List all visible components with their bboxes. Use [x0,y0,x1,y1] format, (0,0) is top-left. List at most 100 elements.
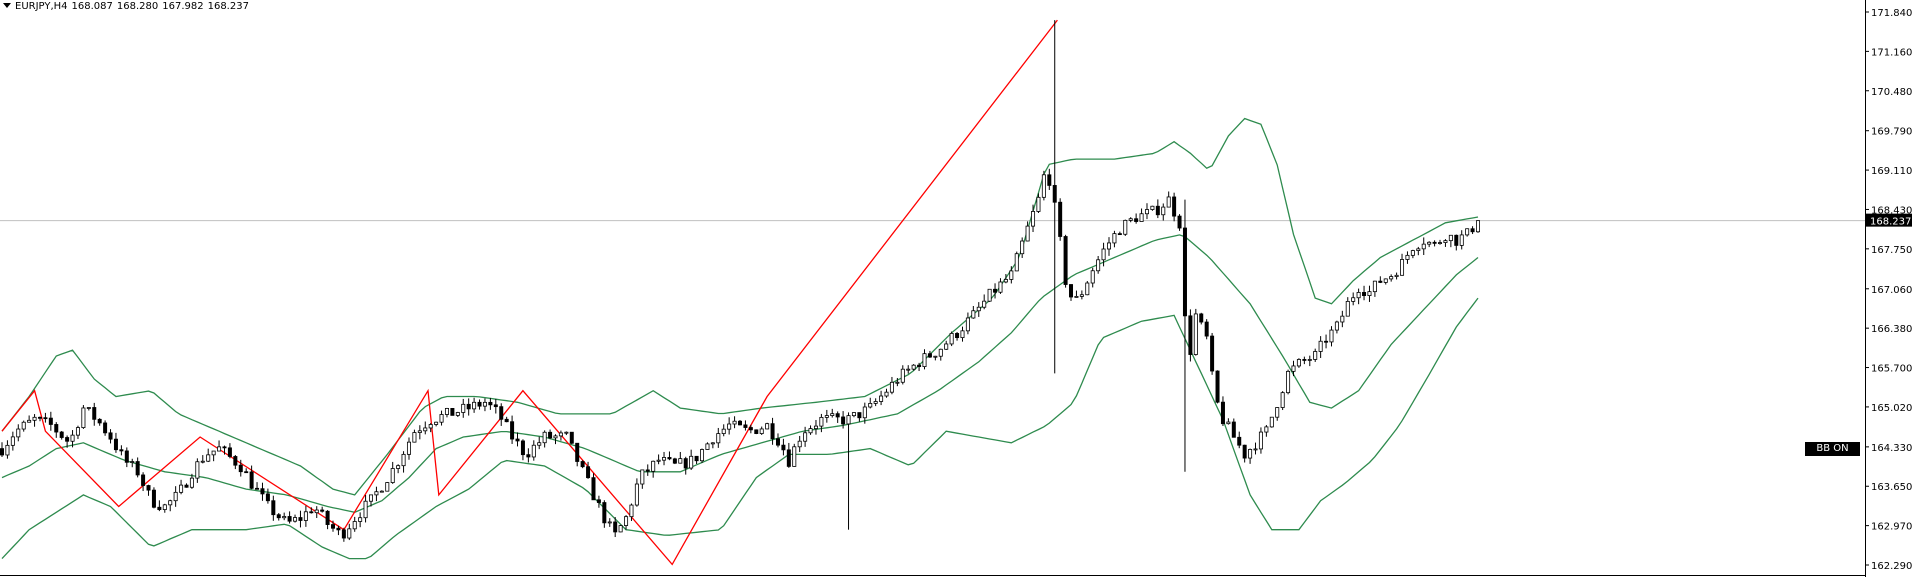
candle-body [1264,426,1269,433]
candle [927,350,932,358]
candle [1031,204,1036,232]
candle [759,426,764,435]
candle [618,524,623,533]
candle [135,457,140,478]
candle [48,411,53,431]
candle-body [645,469,650,472]
candle [558,430,563,441]
candle-body [700,449,705,462]
candle-body [200,460,205,463]
candle [455,411,460,418]
candle-body [819,416,824,427]
dropdown-triangle-icon[interactable] [3,3,11,8]
candle [1139,208,1144,222]
candle-body [70,434,75,442]
candle-body [195,461,200,479]
candle-body [119,449,124,452]
candle [580,460,585,469]
candle [1269,416,1274,428]
candle-body [862,406,867,419]
candle-body [1345,301,1350,317]
candle-body [162,504,167,510]
candle-body [385,482,390,492]
candle-body [1421,243,1426,250]
candle-body [287,516,292,522]
candle [786,442,791,468]
candle [1443,239,1448,247]
candle-body [705,443,710,450]
candle-body [130,461,135,463]
close-value: 168.237 [207,1,249,12]
candle [81,405,86,429]
candle-body [1052,185,1057,203]
candle-body [1112,233,1117,244]
candle [1410,249,1415,259]
candle-body [640,469,645,485]
candle-body [184,484,189,488]
candlesticks[interactable] [0,20,1481,542]
candle [672,457,677,465]
candle [1313,348,1318,362]
candle [813,419,818,435]
candle-body [1161,206,1166,216]
candle [531,440,536,461]
candle [716,427,721,448]
candle-body [1193,313,1198,355]
candle [765,422,770,430]
candle-body [1172,196,1177,217]
candle [200,455,205,464]
candle-body [1215,370,1220,403]
candle-body [37,416,42,419]
candle-body [510,421,515,440]
candle-body [624,516,629,526]
candle-body [1459,234,1464,246]
candle [520,439,525,461]
candle [309,507,314,514]
candle [358,512,363,528]
candle-body [564,431,569,434]
candle [607,518,612,527]
y-tick-label: 170.480 [1871,87,1912,98]
candle [862,402,867,424]
candle-body [325,510,330,525]
candle-body [493,404,498,408]
candle [1432,240,1437,247]
candle-body [716,433,721,444]
candle-body [157,506,162,510]
candle [515,432,520,447]
candle-body [781,444,786,451]
candle-body [683,458,688,469]
candle-body [1128,218,1133,221]
candle-body [634,483,639,506]
candle [1226,418,1231,425]
candle [1177,214,1182,231]
candle-body [59,431,64,438]
candle-body [461,403,466,413]
candle [206,448,211,463]
candle-body [238,464,243,473]
candle-body [678,458,683,464]
candle [217,440,222,452]
candle [900,365,905,385]
candle [808,425,813,435]
bb-middle-line [1,234,1479,513]
candle [1150,205,1155,211]
candle-body [906,368,911,371]
candle [179,479,184,495]
y-tick-label: 162.290 [1871,561,1912,572]
candle-body [586,466,591,479]
candle-body [27,419,32,423]
candle-body [830,413,835,416]
candle-body [1237,436,1242,446]
candle-body [520,440,525,456]
candle-body [10,436,15,446]
bb-on-badge[interactable]: BB ON [1805,442,1860,456]
candle [168,499,173,512]
candle [347,523,352,541]
candle [727,417,732,435]
candle [1193,308,1198,356]
candle [873,398,878,407]
candle-body [797,440,802,448]
